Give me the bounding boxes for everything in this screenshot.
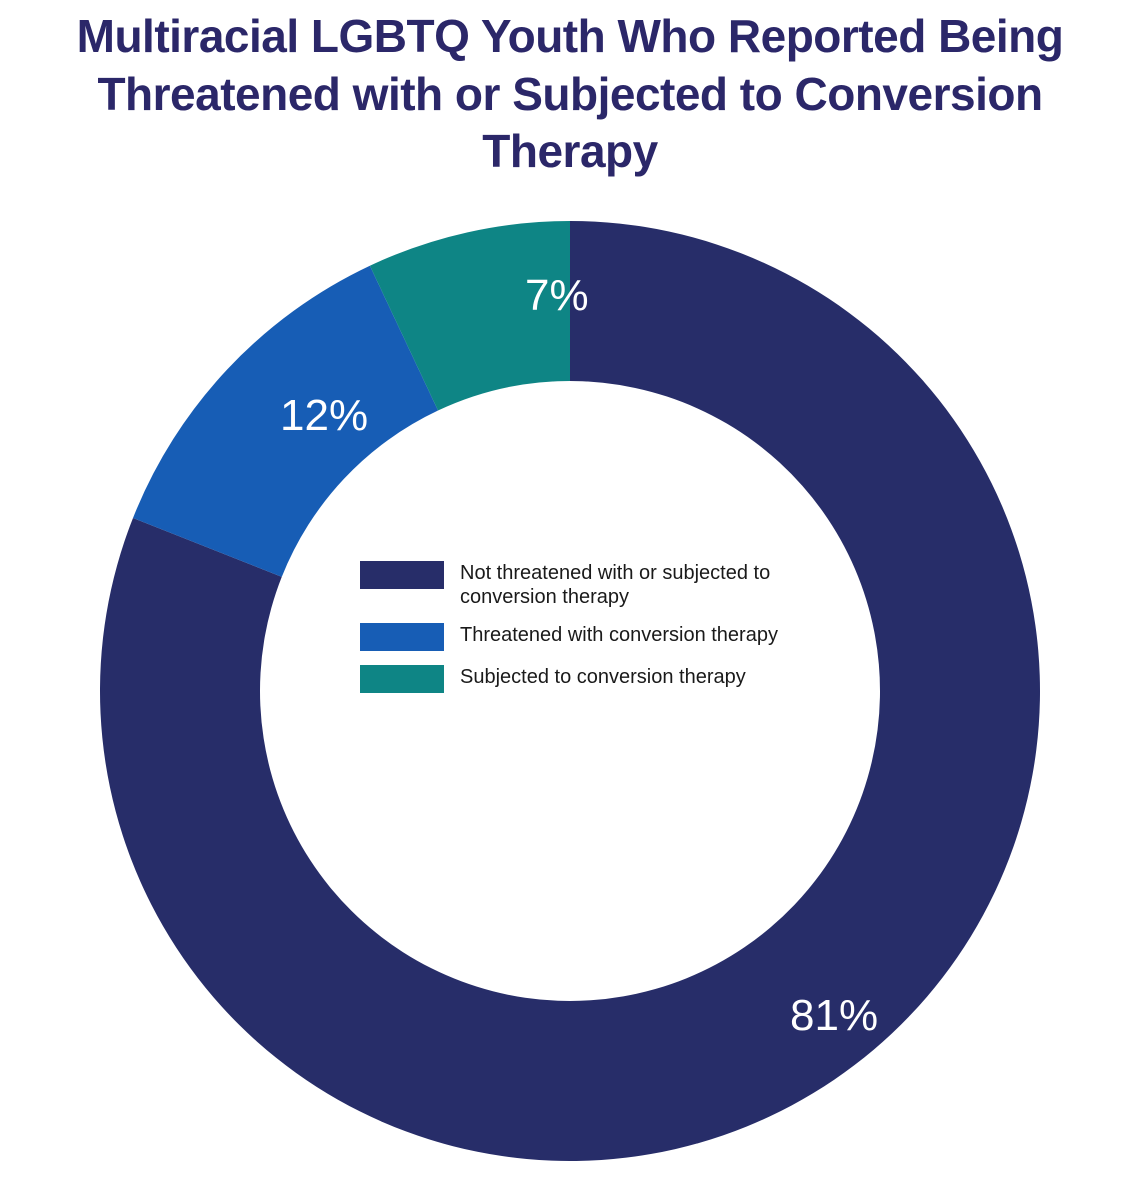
legend: Not threatened with or subjected to conv… bbox=[360, 561, 778, 693]
donut-chart: 81% 12% 7% Not threatened with or subjected… bbox=[70, 191, 1070, 1191]
legend-swatch-2 bbox=[360, 665, 444, 693]
legend-item-2: Subjected to conversion therapy bbox=[360, 665, 778, 693]
legend-label-1: Threatened with conversion therapy bbox=[460, 623, 778, 647]
legend-swatch-0 bbox=[360, 561, 444, 589]
slice-label-0: 81% bbox=[790, 991, 878, 1041]
slice-label-1: 12% bbox=[280, 391, 368, 441]
chart-container: Multiracial LGBTQ Youth Who Reported Bei… bbox=[0, 0, 1140, 1200]
legend-label-2: Subjected to conversion therapy bbox=[460, 665, 746, 689]
legend-swatch-1 bbox=[360, 623, 444, 651]
chart-title: Multiracial LGBTQ Youth Who Reported Bei… bbox=[0, 0, 1140, 181]
legend-item-1: Threatened with conversion therapy bbox=[360, 623, 778, 651]
slice-label-2: 7% bbox=[525, 271, 589, 321]
legend-item-0: Not threatened with or subjected to conv… bbox=[360, 561, 778, 609]
legend-label-0: Not threatened with or subjected to conv… bbox=[460, 561, 770, 609]
